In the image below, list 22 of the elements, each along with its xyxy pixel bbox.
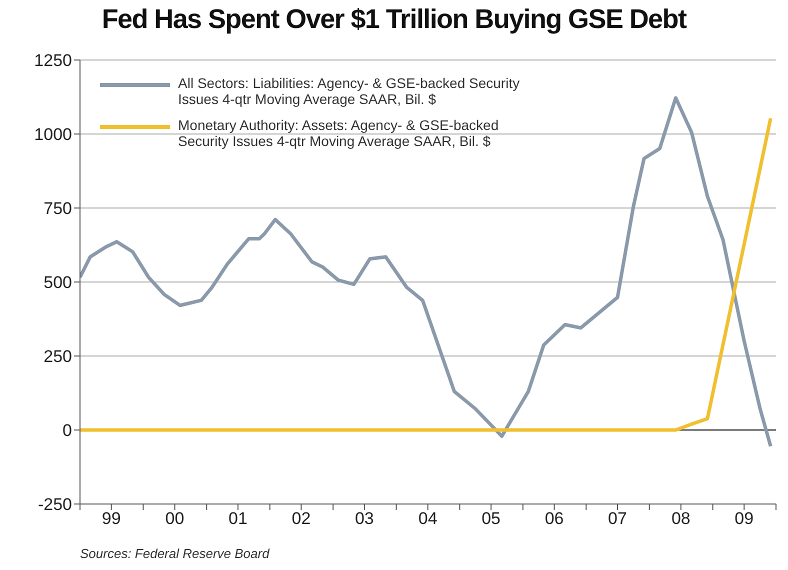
y-tick-label: -250 <box>38 495 72 514</box>
source-note: Sources: Federal Reserve Board <box>80 546 270 561</box>
chart-title: Fed Has Spent Over $1 Trillion Buying GSE Debt <box>100 4 688 35</box>
y-tick-label: 750 <box>44 199 72 218</box>
x-tick-label: 09 <box>734 509 754 528</box>
y-tick-label: 250 <box>44 347 72 366</box>
x-tick-label: 00 <box>165 509 184 528</box>
y-tick-label: 0 <box>62 421 72 440</box>
x-tick-label: 99 <box>102 509 121 528</box>
x-tick-label: 03 <box>354 509 374 528</box>
y-tick-label: 1250 <box>34 51 72 70</box>
x-tick-label: 01 <box>228 509 248 528</box>
x-tick-label: 05 <box>482 509 501 528</box>
x-tick-label: 04 <box>418 509 438 528</box>
x-tick-label: 06 <box>544 509 564 528</box>
y-tick-label: 500 <box>44 273 72 292</box>
x-tick-label: 08 <box>671 509 690 528</box>
legend-label: All Sectors: Liabilities: Agency- & GSE-backed Security Issues 4-qtr Moving Average SAAR, Bil. $ <box>178 75 521 107</box>
x-tick-label: 02 <box>292 509 311 528</box>
y-tick-label: 1000 <box>34 125 72 144</box>
x-tick-label: 07 <box>608 509 627 528</box>
legend-label: Monetary Authority: Assets: Agency- & GSE-backed Security Issues 4-qtr Moving Average SAAR, Bil. $ <box>178 117 500 149</box>
